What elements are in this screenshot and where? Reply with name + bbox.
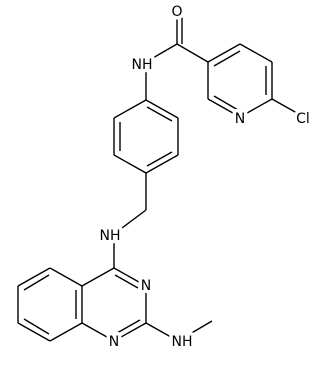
atom-label: N xyxy=(141,278,151,294)
bonds xyxy=(17,10,305,342)
atom-label: N xyxy=(109,334,119,350)
atom-label: NH xyxy=(100,228,121,244)
atom-label: N xyxy=(235,111,245,127)
atom-label: Cl xyxy=(296,111,310,127)
atom-label: NH xyxy=(172,334,193,350)
atom-label: NH xyxy=(132,57,153,73)
atom-label: O xyxy=(171,4,182,20)
atom-labels: O NH N Cl NH N N NH xyxy=(96,1,313,354)
